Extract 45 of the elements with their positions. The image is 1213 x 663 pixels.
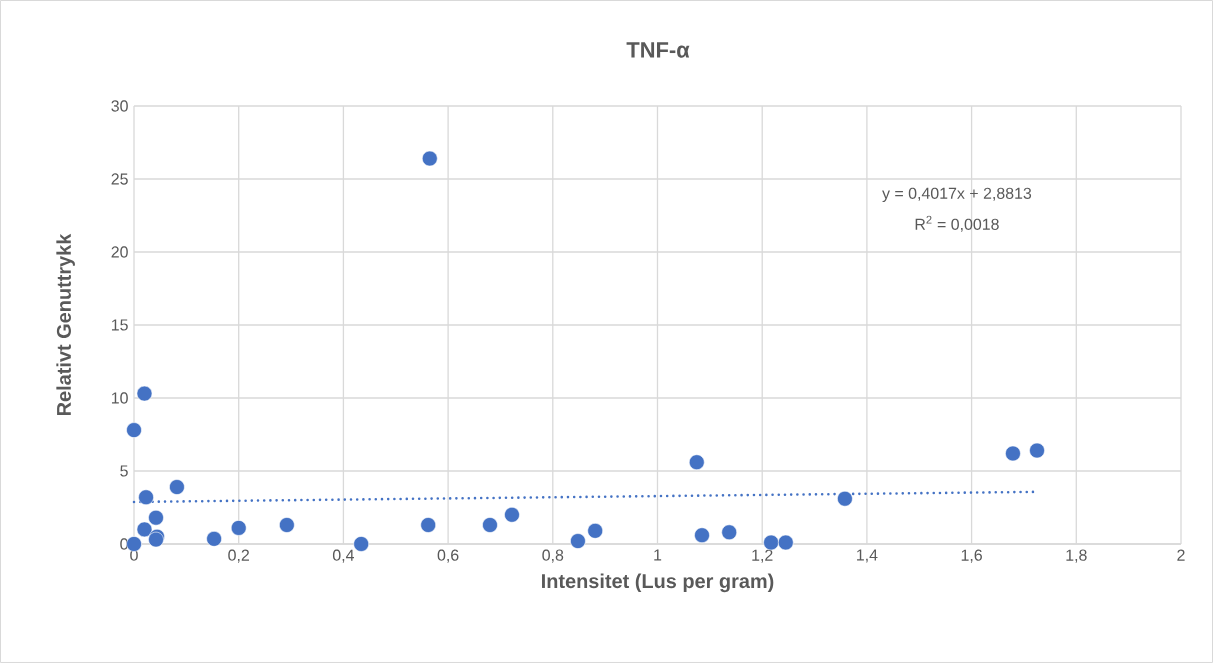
point [721, 524, 738, 541]
point [230, 520, 247, 536]
point [504, 506, 520, 523]
x-axis-title: Intensitet (Lus per gram) [542, 573, 774, 593]
point [482, 517, 498, 533]
y-tick-label: 30 [111, 100, 128, 112]
chart-title: TNF-α [626, 42, 690, 58]
x-tick-label: 1,8 [1066, 549, 1087, 563]
point [1005, 445, 1021, 462]
point [421, 150, 438, 167]
point [694, 527, 710, 544]
y-tick-label: 25 [111, 173, 128, 185]
point [148, 509, 164, 526]
x-tick-label: 1 [654, 549, 662, 561]
point [136, 385, 153, 402]
point [353, 536, 370, 552]
annotation: y = 0,4017x + 2,8813 [882, 187, 1032, 203]
point [138, 489, 154, 506]
y-tick-label: 15 [111, 319, 128, 331]
point [206, 531, 222, 547]
y-axis-title: Relativt Genuttrykk [56, 233, 75, 416]
x-tick-label: 2 [1177, 549, 1185, 561]
y-tick-label: 5 [120, 465, 128, 477]
point [136, 521, 153, 538]
point [1029, 442, 1045, 459]
x-tick-label: 1,4 [857, 549, 878, 563]
point [169, 479, 185, 495]
point [777, 534, 794, 551]
point [688, 454, 705, 471]
annotation: R$^{2}$ = 0,0018 [915, 215, 999, 232]
point [420, 517, 437, 533]
point [763, 534, 779, 551]
y-tick-label: 10 [111, 392, 128, 404]
point [279, 517, 295, 533]
point [126, 422, 142, 438]
point [587, 523, 603, 539]
point [837, 490, 853, 507]
x-tick-label: 1,2 [752, 549, 773, 563]
x-tick-label: 0,6 [437, 549, 459, 563]
x-tick-label: 1,6 [961, 549, 982, 563]
point [570, 533, 586, 549]
x-tick-label: 0,4 [332, 549, 355, 563]
y-tick-label: 20 [111, 246, 128, 258]
x-tick-label: 0,2 [228, 549, 249, 563]
x-tick-label: 0,8 [542, 549, 564, 563]
